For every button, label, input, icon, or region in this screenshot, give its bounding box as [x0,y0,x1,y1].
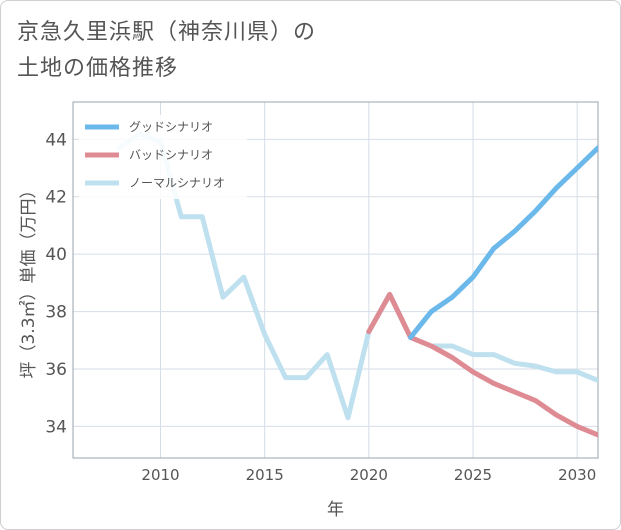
series-line-bad [366,291,598,438]
y-axis-title: 坪（3.3㎡）単価（万円） [19,181,39,378]
y-tick-label: 42 [45,188,67,208]
chart-title-line1: 京急久里浜駅（神奈川県）の [17,20,317,45]
series-line-normal [116,131,598,421]
chart-title: 京急久里浜駅（神奈川県）の 土地の価格推移 [17,15,316,87]
x-tick-label: 2010 [141,466,179,484]
legend-label-good: グッドシナリオ [129,120,213,134]
chart-title-line2: 土地の価格推移 [17,56,179,81]
y-tick-label: 40 [45,245,67,265]
y-tick-label: 38 [45,303,67,323]
y-tick-label: 34 [45,417,67,437]
y-tick-label: 36 [45,360,67,380]
x-tick-label: 2020 [350,466,388,484]
y-tick-label: 44 [45,130,67,150]
plot-frame [72,101,599,459]
x-tick-label: 2015 [246,466,284,484]
legend-label-bad: バッドシナリオ [129,148,213,162]
x-axis-title: 年 [327,500,344,520]
series-line-good [408,145,598,340]
legend-label-normal: ノーマルシナリオ [129,176,225,190]
x-tick-label: 2025 [454,466,492,484]
x-tick-label: 2030 [558,466,596,484]
